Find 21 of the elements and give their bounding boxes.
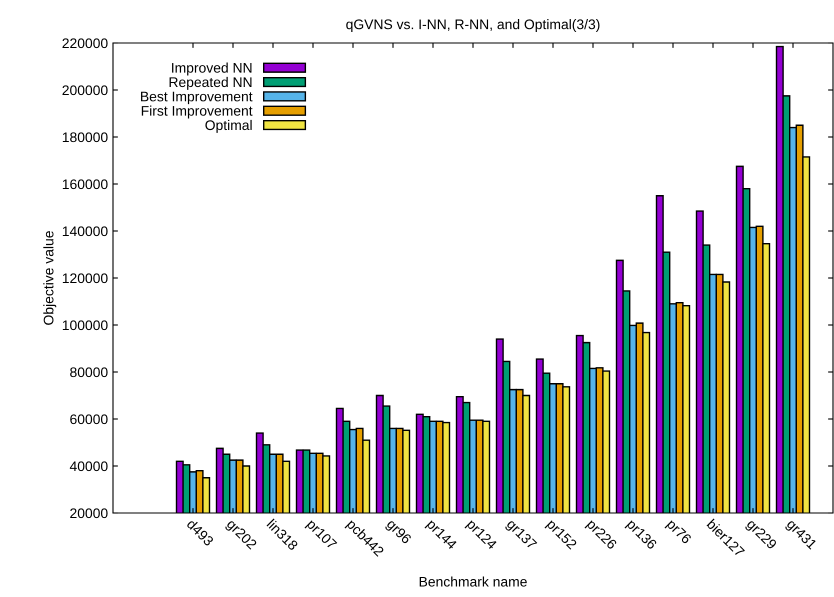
legend-label: Repeated NN	[170, 76, 252, 90]
y-tick-label: 60000	[70, 414, 108, 424]
y-tick-label: 20000	[70, 508, 108, 518]
legend-label: Best Improvement	[141, 92, 252, 104]
y-tick-label: 120000	[62, 273, 108, 284]
y-tick-label: 200000	[62, 85, 108, 96]
y-tick-label: 140000	[62, 226, 108, 236]
y-tick-label: 220000	[62, 38, 108, 48]
chart-title: qGVNS vs. I-NN, R-NN, and Optimal(3/3)	[346, 19, 600, 32]
legend-label: Optimal	[205, 120, 252, 133]
y-axis-title: Objective value	[43, 231, 56, 325]
x-tick-label: gr96	[384, 518, 412, 546]
y-tick-label: 160000	[62, 179, 108, 190]
x-axis-title: Benchmark name	[420, 576, 527, 587]
y-tick-label: 100000	[62, 320, 108, 330]
y-tick-label: 80000	[70, 367, 108, 378]
y-tick-label: 180000	[62, 132, 108, 142]
y-tick-label: 40000	[70, 461, 108, 472]
legend-label: Improved NN	[172, 62, 252, 76]
legend-label: First Improvement	[142, 106, 252, 119]
x-tick-label: pr76	[664, 518, 692, 546]
